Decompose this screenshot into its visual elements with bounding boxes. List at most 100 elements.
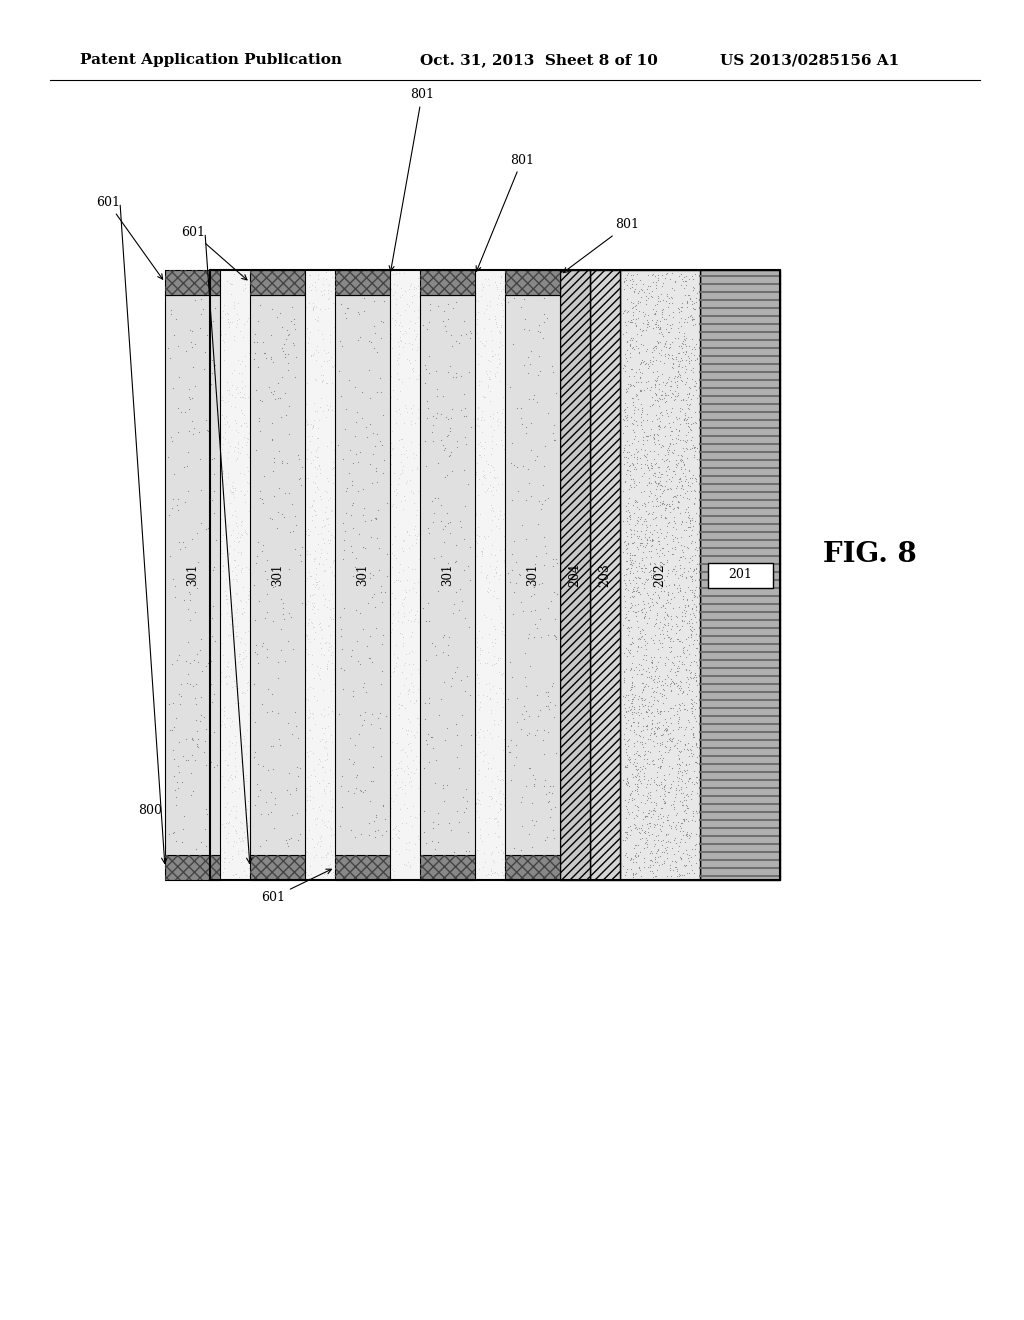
Point <box>361 801 378 822</box>
Point <box>668 385 684 407</box>
Point <box>273 425 290 446</box>
Point <box>215 462 231 483</box>
Point <box>248 267 264 288</box>
Point <box>646 339 663 360</box>
Point <box>459 474 475 495</box>
Point <box>362 510 379 531</box>
Point <box>688 554 705 576</box>
Point <box>523 561 540 582</box>
Point <box>531 750 548 771</box>
Point <box>498 528 514 549</box>
Point <box>377 437 393 458</box>
Point <box>632 622 648 643</box>
Point <box>437 515 454 536</box>
Point <box>373 395 389 416</box>
Point <box>672 676 688 697</box>
Point <box>318 744 335 766</box>
Point <box>281 396 297 417</box>
Point <box>257 623 273 644</box>
Point <box>315 339 332 360</box>
Point <box>247 459 263 480</box>
Point <box>677 698 693 719</box>
Point <box>210 673 226 694</box>
Point <box>651 462 668 483</box>
Point <box>647 294 664 315</box>
Point <box>470 792 486 813</box>
Point <box>659 809 676 830</box>
Point <box>325 796 341 817</box>
Point <box>425 403 441 424</box>
Point <box>332 314 348 335</box>
Point <box>531 322 548 343</box>
Point <box>483 861 500 882</box>
Point <box>355 853 372 874</box>
Point <box>641 527 657 548</box>
Point <box>618 441 635 462</box>
Point <box>296 315 312 337</box>
Point <box>647 581 664 602</box>
Point <box>402 599 419 620</box>
Point <box>225 531 242 552</box>
Point <box>315 510 332 531</box>
Point <box>330 280 346 301</box>
Point <box>684 810 700 832</box>
Point <box>536 554 552 576</box>
Point <box>645 393 662 414</box>
Point <box>514 263 530 284</box>
Point <box>656 742 673 763</box>
Point <box>495 697 511 718</box>
Point <box>457 680 473 701</box>
Point <box>395 558 412 579</box>
Point <box>273 755 290 776</box>
Point <box>523 836 540 857</box>
Point <box>341 623 357 644</box>
Point <box>510 797 526 818</box>
Point <box>628 573 644 594</box>
Point <box>239 457 255 478</box>
Point <box>627 814 643 836</box>
Point <box>335 859 351 880</box>
Point <box>485 748 502 770</box>
Point <box>655 581 672 602</box>
Point <box>441 363 458 384</box>
Point <box>367 789 383 810</box>
Point <box>315 351 332 372</box>
Point <box>683 822 699 843</box>
Point <box>670 628 686 649</box>
Point <box>462 515 478 536</box>
Point <box>388 635 404 656</box>
Point <box>500 562 516 583</box>
Point <box>676 267 692 288</box>
Point <box>522 347 539 368</box>
Point <box>631 696 647 717</box>
Point <box>410 268 426 289</box>
Point <box>654 272 671 293</box>
Point <box>408 758 424 779</box>
Point <box>424 424 440 445</box>
Point <box>342 425 358 446</box>
Point <box>462 327 478 348</box>
Point <box>361 314 378 335</box>
Point <box>617 842 634 863</box>
Point <box>294 494 310 515</box>
Point <box>624 847 640 869</box>
Point <box>406 653 422 675</box>
Point <box>269 494 286 515</box>
Point <box>642 857 658 878</box>
Point <box>377 570 393 591</box>
Point <box>291 525 307 546</box>
Point <box>449 564 465 585</box>
Point <box>544 334 560 355</box>
Point <box>474 684 490 705</box>
Point <box>282 682 298 704</box>
Point <box>289 755 305 776</box>
Point <box>678 499 694 520</box>
Point <box>628 411 644 432</box>
Point <box>247 649 263 671</box>
Point <box>679 383 695 404</box>
Point <box>410 407 426 428</box>
Point <box>426 826 442 847</box>
Point <box>261 783 278 804</box>
Point <box>486 808 503 829</box>
Point <box>283 548 299 569</box>
